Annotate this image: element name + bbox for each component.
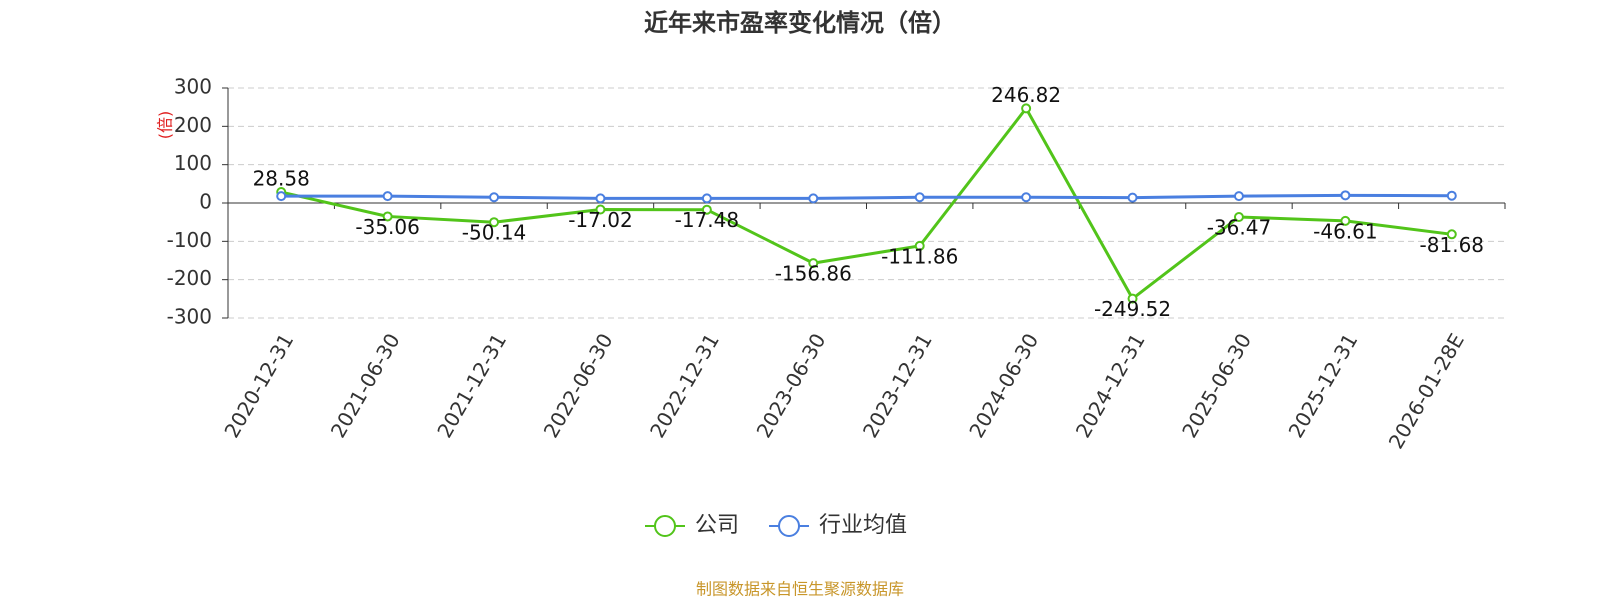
y-axis-label: (倍) bbox=[156, 111, 175, 140]
x-tick-label: 2022-06-30 bbox=[539, 329, 618, 442]
data-label: -46.61 bbox=[1313, 219, 1377, 243]
data-label: -111.86 bbox=[881, 244, 958, 268]
chart-title: 近年来市盈率变化情况（倍） bbox=[644, 9, 956, 37]
y-tick-label: 0 bbox=[199, 190, 212, 214]
y-tick-label: -100 bbox=[167, 228, 212, 252]
data-label: -35.06 bbox=[355, 215, 419, 239]
legend-marker bbox=[654, 515, 676, 537]
data-point bbox=[1021, 103, 1032, 114]
data-label: 246.82 bbox=[991, 83, 1061, 107]
data-point bbox=[1127, 293, 1138, 304]
data-point bbox=[808, 193, 819, 204]
data-point bbox=[1446, 229, 1457, 240]
x-tick-label: 2021-06-30 bbox=[326, 329, 405, 442]
data-point bbox=[1233, 211, 1244, 222]
data-label: -249.52 bbox=[1094, 297, 1171, 321]
x-tick-label: 2023-06-30 bbox=[751, 329, 830, 442]
data-label: -81.68 bbox=[1420, 233, 1484, 257]
data-point bbox=[808, 258, 819, 269]
legend-label: 公司 bbox=[695, 513, 739, 538]
series-line bbox=[280, 105, 1452, 301]
data-point bbox=[382, 211, 393, 222]
y-tick-label: 200 bbox=[174, 113, 212, 137]
data-label: -156.86 bbox=[775, 262, 852, 286]
x-tick-label: 2026-01-28E bbox=[1384, 329, 1469, 453]
data-point bbox=[1233, 191, 1244, 202]
y-tick-label: -300 bbox=[167, 305, 212, 329]
data-point bbox=[1446, 190, 1457, 201]
source-note: 制图数据来自恒生聚源数据库 bbox=[696, 580, 904, 599]
data-point bbox=[489, 217, 500, 228]
x-tick-label: 2023-12-31 bbox=[858, 329, 937, 442]
x-tick-label: 2020-12-31 bbox=[219, 329, 298, 442]
data-point bbox=[914, 192, 925, 203]
x-tick-label: 2024-12-31 bbox=[1071, 329, 1150, 442]
x-tick-label: 2024-06-30 bbox=[964, 329, 1043, 442]
x-tick-label: 2025-12-31 bbox=[1284, 329, 1363, 442]
y-tick-label: -200 bbox=[167, 266, 212, 290]
data-point bbox=[1021, 192, 1032, 203]
data-point bbox=[489, 192, 500, 203]
data-label: -17.48 bbox=[675, 208, 739, 232]
data-point bbox=[276, 191, 287, 202]
data-point bbox=[595, 204, 606, 215]
x-tick-label: 2022-12-31 bbox=[645, 329, 724, 442]
x-tick-label: 2021-12-31 bbox=[432, 329, 511, 442]
data-point bbox=[1340, 190, 1351, 201]
y-tick-label: 100 bbox=[174, 151, 212, 175]
legend-marker bbox=[778, 515, 801, 537]
x-tick-label: 2025-06-30 bbox=[1177, 329, 1256, 442]
data-point bbox=[1127, 192, 1138, 203]
legend-label: 行业均值 bbox=[819, 513, 907, 538]
data-label: -36.47 bbox=[1207, 215, 1271, 239]
series-line bbox=[281, 193, 1452, 200]
data-label: 28.58 bbox=[253, 167, 310, 191]
data-point bbox=[701, 204, 712, 215]
y-tick-label: 300 bbox=[174, 75, 212, 99]
data-label: -17.02 bbox=[568, 208, 632, 232]
data-point bbox=[701, 193, 712, 204]
data-point bbox=[914, 240, 925, 251]
data-point bbox=[595, 193, 606, 204]
data-point bbox=[382, 191, 393, 202]
data-label: -50.14 bbox=[462, 221, 526, 245]
data-point bbox=[1340, 215, 1351, 226]
